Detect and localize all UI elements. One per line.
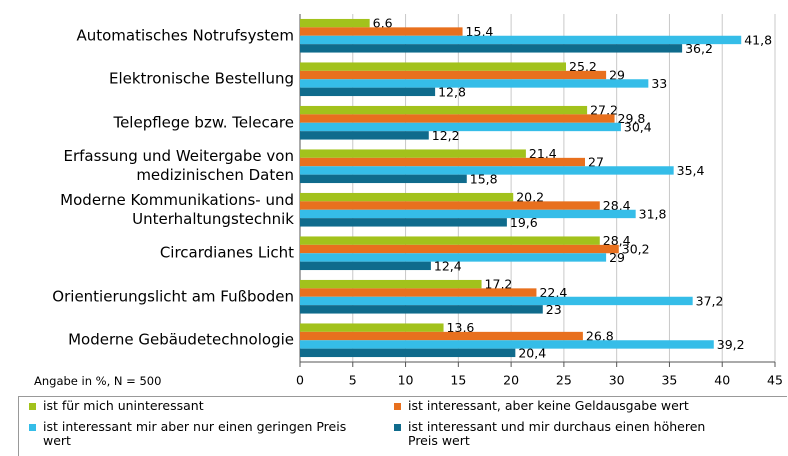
value-label: 21,4	[529, 146, 557, 161]
bar	[300, 209, 636, 219]
value-label: 27,2	[590, 103, 618, 118]
bar	[300, 305, 543, 314]
value-label: 20,2	[516, 190, 544, 205]
legend-label: ist interessant, aber keine Geldausgabe …	[408, 398, 689, 413]
bar	[300, 157, 585, 167]
legend-label: ist interessant und mir durchaus einen h…	[408, 419, 706, 448]
value-label: 35,4	[677, 163, 705, 178]
category-label: Erfassung und Weitergabe von medizinisch…	[63, 147, 294, 185]
value-label: 13,6	[447, 320, 475, 335]
bar	[300, 296, 693, 306]
value-label: 15,8	[470, 171, 498, 186]
value-label: 27	[588, 155, 604, 170]
value-label: 28,4	[603, 198, 631, 213]
value-label: 19,6	[510, 215, 538, 230]
bar	[300, 253, 607, 262]
value-label: 36,2	[685, 41, 713, 56]
bar	[300, 166, 674, 175]
bar	[300, 35, 742, 45]
legend-label: ist interessant mir aber nur einen gerin…	[43, 419, 347, 448]
value-label: 15,4	[466, 24, 494, 39]
value-label: 41,8	[744, 32, 772, 47]
bar	[300, 122, 621, 132]
bar	[300, 236, 600, 245]
value-label: 37,2	[696, 293, 724, 308]
x-tick-label: 45	[767, 373, 783, 388]
value-label: 29	[609, 68, 625, 83]
category-label: Orientierungslicht am Fußboden	[52, 287, 294, 306]
category-label: Moderne Gebäudetechnologie	[68, 330, 294, 349]
x-tick-label: 15	[450, 373, 466, 388]
plot: 0 5 10 15 20 25 30 35 40 456,615,441,836,225,2293…	[296, 14, 783, 388]
bar	[300, 131, 429, 140]
x-tick-label: 40	[714, 373, 730, 388]
bar	[300, 192, 514, 202]
bar	[300, 218, 507, 227]
legend-item: ist für mich uninteressant	[29, 399, 373, 413]
category-label: Automatisches Notrufsystem	[76, 26, 294, 45]
bar	[300, 105, 588, 115]
value-label: 30,4	[624, 119, 652, 134]
bar	[300, 174, 467, 184]
legend-swatch	[29, 403, 36, 410]
bar	[300, 279, 482, 289]
bar	[300, 62, 566, 71]
value-label: 28,4	[603, 233, 631, 248]
value-label: 6,6	[373, 16, 393, 31]
bar	[300, 244, 619, 254]
x-tick-label: 5	[349, 373, 357, 388]
note: Angabe in %, N = 500	[34, 374, 162, 388]
bar	[300, 18, 370, 28]
bar	[300, 348, 516, 358]
value-label: 39,2	[717, 337, 745, 352]
legend: ist für mich uninteressant ist interessan…	[18, 396, 787, 456]
bar	[300, 44, 683, 53]
value-label: 23	[546, 302, 562, 317]
legend-swatch	[394, 403, 401, 410]
bar	[300, 323, 444, 332]
value-label: 29,8	[618, 111, 646, 126]
category-label: Elektronische Bestellung	[108, 69, 294, 88]
category-label: Moderne Kommunikations- und Unterhaltung…	[60, 190, 294, 228]
bar	[300, 331, 583, 341]
legend-item: ist interessant mir aber nur einen gerin…	[29, 420, 373, 448]
legend-label: ist für mich uninteressant	[43, 398, 204, 413]
bar	[300, 27, 463, 36]
value-label: 26,8	[586, 329, 614, 344]
bar	[300, 114, 615, 123]
bar	[300, 87, 436, 97]
bar	[300, 261, 431, 271]
legend-item: ist interessant, aber keine Geldausgabe …	[394, 399, 738, 413]
bar	[300, 288, 537, 297]
value-label: 31,8	[639, 206, 667, 221]
x-tick-label: 25	[556, 373, 572, 388]
legend-swatch	[29, 424, 36, 431]
bar	[300, 70, 607, 80]
value-label: 12,4	[434, 258, 462, 273]
x-tick-label: 0	[296, 373, 304, 388]
value-label: 29	[609, 250, 625, 265]
bar	[300, 340, 714, 349]
legend-item: ist interessant und mir durchaus einen h…	[394, 420, 738, 448]
value-label: 25,2	[569, 59, 597, 74]
value-label: 20,4	[518, 345, 546, 360]
x-tick-label: 20	[503, 373, 519, 388]
value-label: 30,2	[622, 242, 650, 257]
bar	[300, 149, 526, 158]
x-tick-label: 35	[661, 373, 677, 388]
legend-swatch	[394, 424, 401, 431]
value-label: 12,2	[432, 128, 460, 143]
value-label: 22,4	[539, 285, 567, 300]
category-label: Circardianes Licht	[159, 243, 294, 262]
value-label: 33	[651, 76, 667, 91]
value-label: 12,8	[438, 84, 466, 99]
bar	[300, 79, 649, 88]
value-label: 17,2	[485, 277, 513, 292]
bar	[300, 201, 600, 210]
category-label: Telepflege bzw. Telecare	[113, 113, 294, 132]
x-tick-label: 10	[398, 373, 414, 388]
x-tick-label: 30	[609, 373, 625, 388]
